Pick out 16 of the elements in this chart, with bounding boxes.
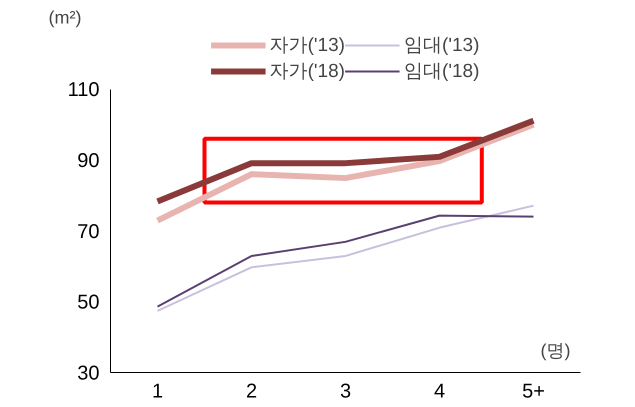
legend-label: 임대('13) (404, 34, 480, 58)
legend-label: 임대('18) (404, 60, 480, 84)
y-tick-label: 30 (77, 362, 100, 384)
x-tick-label: 5+ (522, 380, 545, 402)
x-tick-label: 1 (152, 380, 164, 402)
x-axis-title: (명) (540, 340, 571, 360)
y-tick-label: 50 (77, 292, 100, 314)
legend-label: 자가('18) (270, 60, 345, 84)
x-tick-label: 4 (434, 380, 446, 402)
y-tick-label: 110 (68, 79, 100, 102)
y-tick-label: 90 (77, 150, 100, 172)
x-tick-label: 2 (246, 380, 258, 402)
x-tick-label: 3 (340, 380, 352, 402)
legend-label: 자가('13) (270, 34, 345, 58)
y-tick-label: 70 (77, 220, 100, 243)
y-axis-title: (m²) (48, 8, 82, 28)
